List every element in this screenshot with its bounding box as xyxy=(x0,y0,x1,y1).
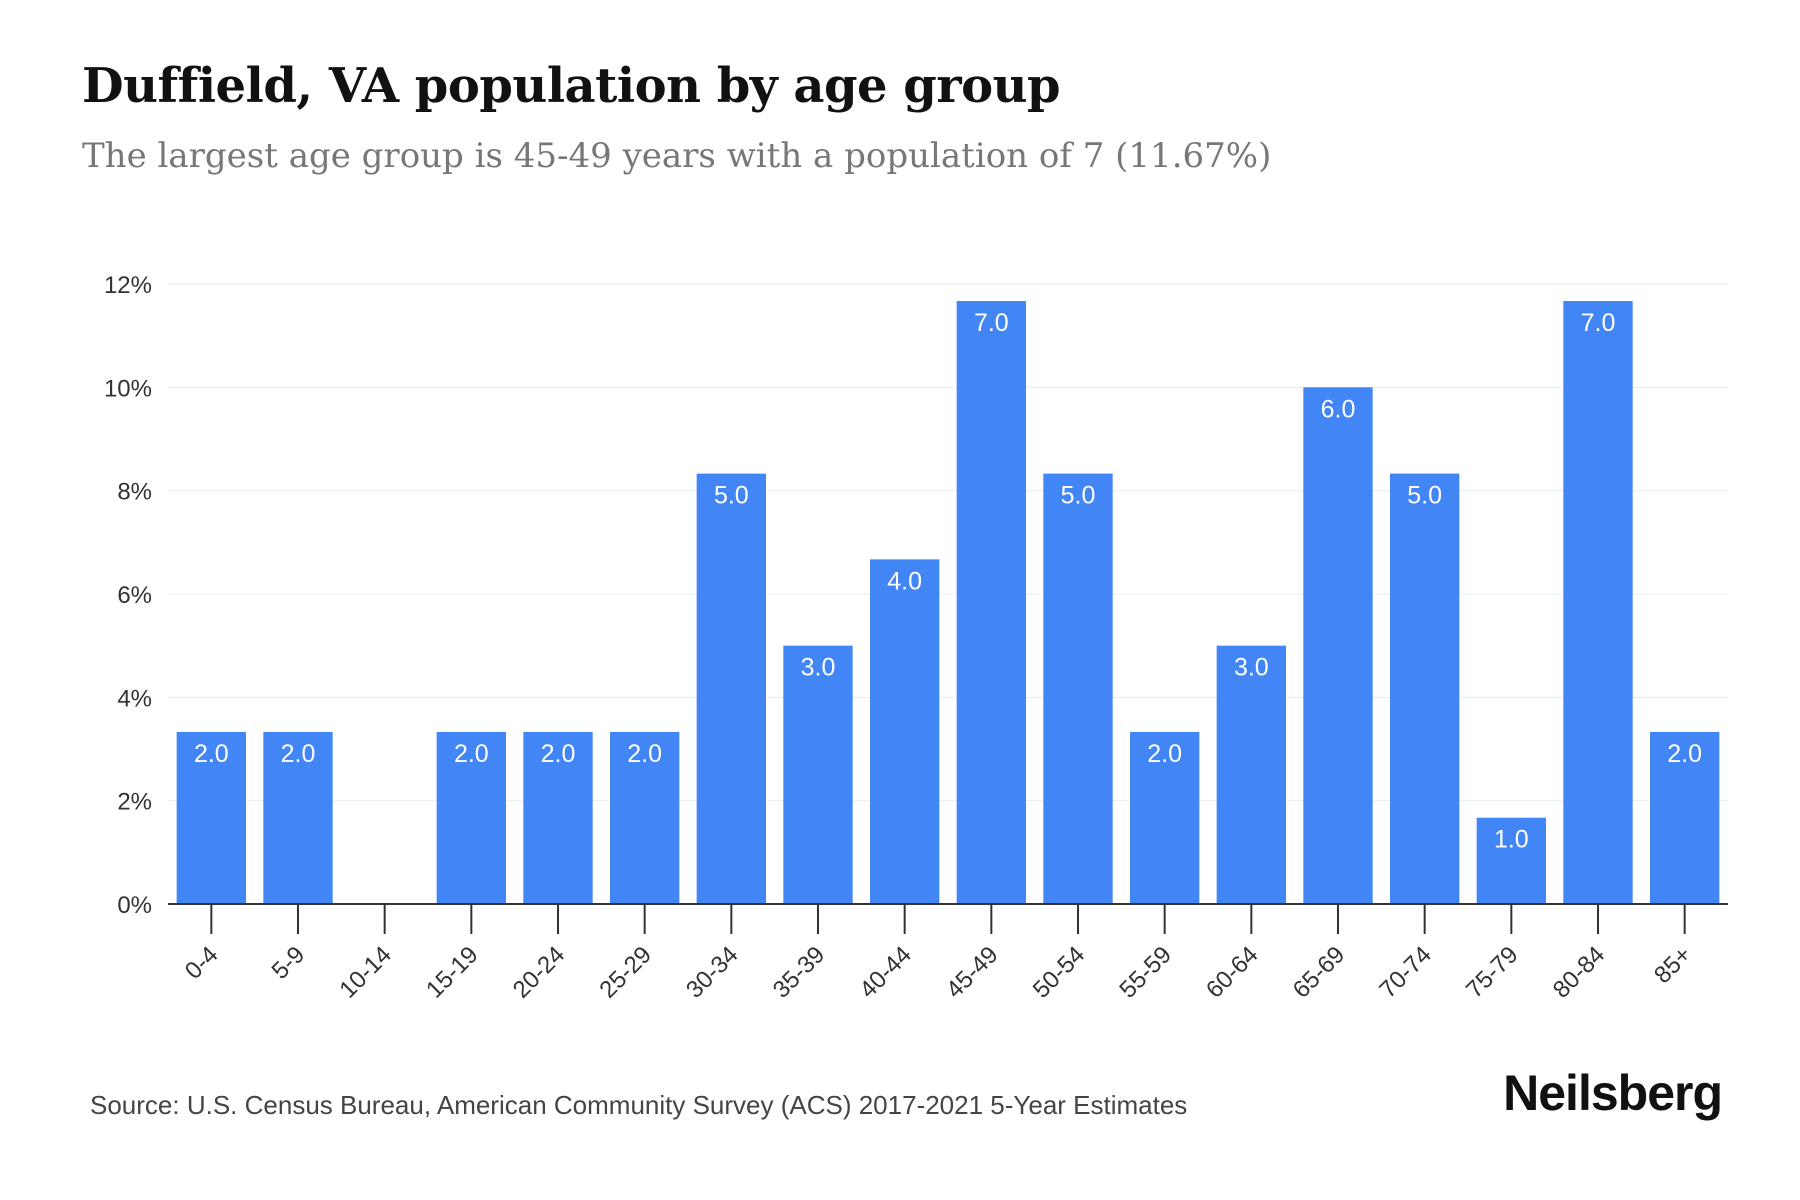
x-tick-label: 0-4 xyxy=(180,941,224,985)
x-tick-label: 50-54 xyxy=(1028,941,1091,1004)
y-tick-label: 0% xyxy=(117,892,152,919)
bar xyxy=(610,731,680,904)
chart-subtitle: The largest age group is 45-49 years wit… xyxy=(82,136,1272,176)
bar-value-label: 6.0 xyxy=(1321,395,1356,423)
bar-value-label: 7.0 xyxy=(974,309,1009,337)
bar xyxy=(1130,731,1200,904)
bar-value-label: 5.0 xyxy=(714,482,749,510)
bar xyxy=(1303,387,1373,904)
chart-title: Duffield, VA population by age group xyxy=(82,58,1061,114)
y-tick-label: 4% xyxy=(117,685,152,712)
x-tick-label: 45-49 xyxy=(941,941,1004,1004)
x-tick-label: 15-19 xyxy=(421,941,484,1004)
bar-value-label: 2.0 xyxy=(281,740,316,768)
bar xyxy=(956,301,1026,904)
bar xyxy=(870,559,940,904)
bar-value-label: 2.0 xyxy=(1147,740,1182,768)
bar-value-label: 7.0 xyxy=(1581,309,1616,337)
bar-value-label: 2.0 xyxy=(627,740,662,768)
y-tick-label: 8% xyxy=(117,479,152,506)
bar xyxy=(1476,817,1546,904)
x-tick-label: 5-9 xyxy=(267,941,311,985)
bar xyxy=(696,473,766,904)
bar xyxy=(436,731,506,904)
bar-value-label: 5.0 xyxy=(1061,482,1096,510)
source-note: Source: U.S. Census Bureau, American Com… xyxy=(90,1090,1188,1120)
x-tick-label: 10-14 xyxy=(334,941,397,1004)
x-tick-label: 30-34 xyxy=(681,941,744,1004)
bar-value-label: 2.0 xyxy=(1667,740,1702,768)
bar-value-label: 2.0 xyxy=(454,740,489,768)
x-tick-label: 55-59 xyxy=(1114,941,1177,1004)
bar-value-label: 3.0 xyxy=(801,654,836,682)
x-tick-label: 60-64 xyxy=(1201,941,1264,1004)
bar xyxy=(1390,473,1460,904)
x-tick-label: 75-79 xyxy=(1461,941,1524,1004)
x-tick-label: 70-74 xyxy=(1374,941,1437,1004)
y-tick-label: 2% xyxy=(117,789,152,816)
bar xyxy=(263,731,333,904)
bar-value-label: 2.0 xyxy=(194,740,229,768)
x-tick-label: 20-24 xyxy=(508,941,571,1004)
bar-value-label: 3.0 xyxy=(1234,654,1269,682)
x-tick-label: 65-69 xyxy=(1288,941,1351,1004)
bar xyxy=(783,645,853,904)
bar-value-label: 4.0 xyxy=(887,567,922,595)
x-tick-label: 35-39 xyxy=(768,941,831,1004)
y-tick-label: 10% xyxy=(104,375,152,402)
x-tick-label: 80-84 xyxy=(1548,941,1611,1004)
x-tick-label: 85+ xyxy=(1649,941,1697,989)
y-tick-label: 12% xyxy=(104,272,152,299)
bar-value-label: 2.0 xyxy=(541,740,576,768)
y-tick-label: 6% xyxy=(117,582,152,609)
bar-value-label: 5.0 xyxy=(1407,482,1442,510)
bar xyxy=(1650,731,1720,904)
bar xyxy=(1043,473,1113,904)
bar xyxy=(1563,301,1633,904)
bar xyxy=(176,731,246,904)
x-tick-label: 25-29 xyxy=(594,941,657,1004)
bar xyxy=(523,731,593,904)
x-tick-label: 40-44 xyxy=(854,941,917,1004)
bar-value-label: 1.0 xyxy=(1494,826,1529,854)
brand-logo: Neilsberg xyxy=(1503,1065,1723,1121)
bar xyxy=(1216,645,1286,904)
